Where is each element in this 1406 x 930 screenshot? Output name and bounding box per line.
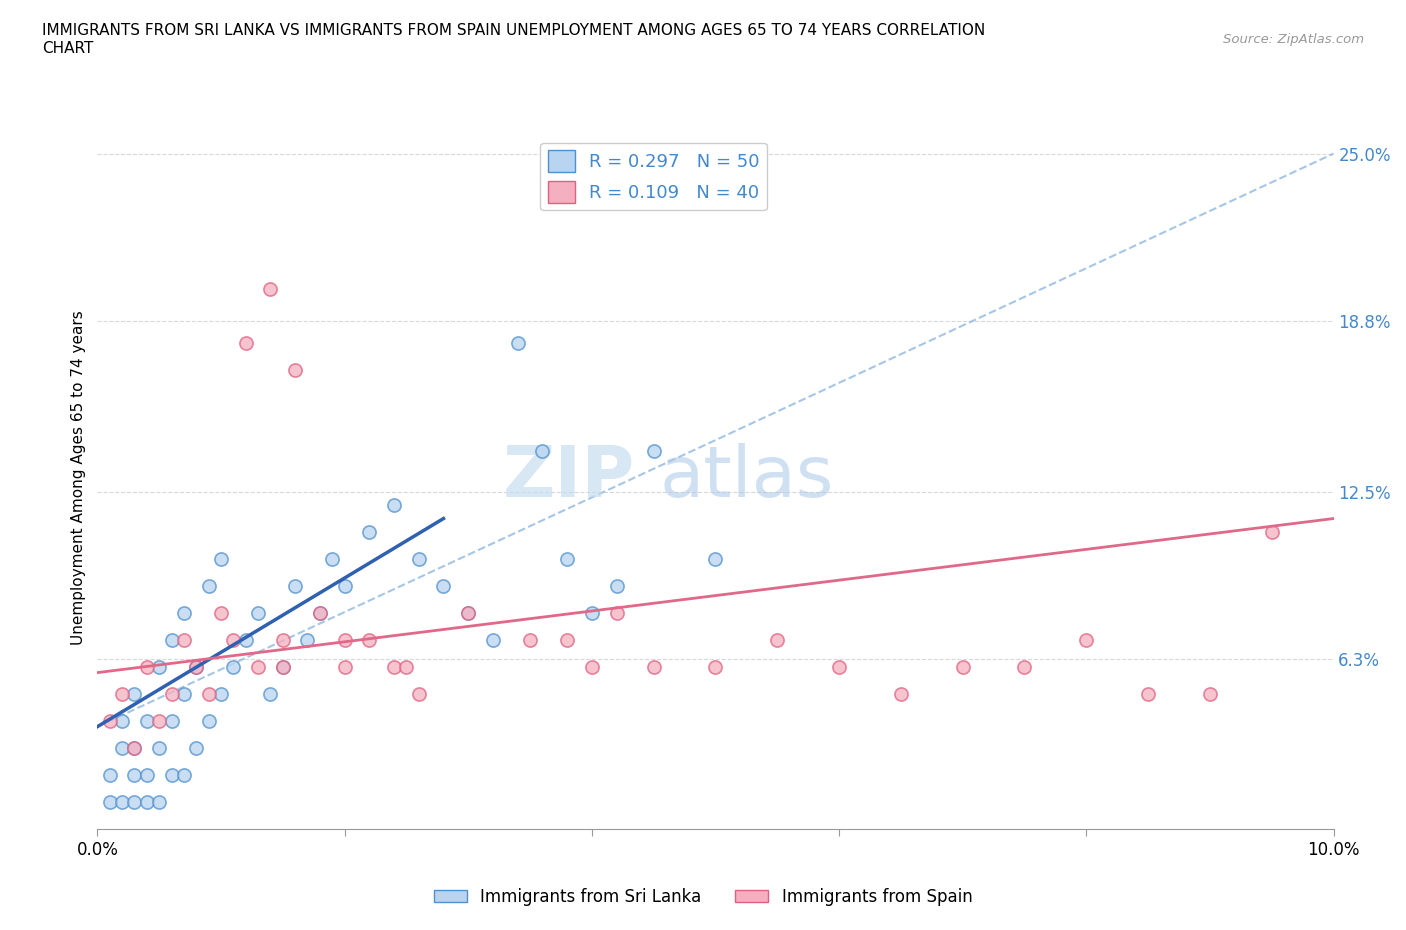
Point [581, 659, 603, 674]
Point [359, 632, 381, 647]
Point [382, 659, 405, 674]
Point [148, 741, 170, 756]
Point [173, 605, 195, 620]
Point [148, 659, 170, 674]
Point [209, 605, 232, 620]
Point [333, 632, 356, 647]
Point [1260, 525, 1282, 539]
Point [247, 605, 270, 620]
Point [395, 659, 418, 674]
Point [222, 659, 245, 674]
Point [259, 282, 281, 297]
Point [148, 795, 170, 810]
Point [408, 686, 430, 701]
Point [271, 659, 294, 674]
Point [235, 336, 257, 351]
Point [124, 741, 146, 756]
Point [148, 714, 170, 729]
Point [98, 768, 121, 783]
Point [135, 659, 157, 674]
Point [271, 632, 294, 647]
Point [173, 768, 195, 783]
Point [235, 632, 257, 647]
Point [160, 714, 183, 729]
Point [284, 363, 307, 378]
Point [333, 659, 356, 674]
Point [581, 605, 603, 620]
Point [197, 578, 219, 593]
Point [173, 632, 195, 647]
Point [98, 795, 121, 810]
Point [457, 605, 479, 620]
Point [606, 578, 628, 593]
Point [186, 659, 208, 674]
Point [111, 714, 134, 729]
Point [704, 551, 727, 566]
Point [197, 686, 219, 701]
Point [111, 686, 134, 701]
Point [124, 686, 146, 701]
Point [482, 632, 505, 647]
Point [197, 714, 219, 729]
Point [359, 525, 381, 539]
Point [173, 686, 195, 701]
Text: atlas: atlas [659, 444, 834, 512]
Point [890, 686, 912, 701]
Point [209, 686, 232, 701]
Point [160, 686, 183, 701]
Point [135, 714, 157, 729]
Point [828, 659, 851, 674]
Point [1199, 686, 1222, 701]
Legend: Immigrants from Sri Lanka, Immigrants from Spain: Immigrants from Sri Lanka, Immigrants fr… [427, 881, 979, 912]
Point [135, 768, 157, 783]
Legend: R = 0.297   N = 50, R = 0.109   N = 40: R = 0.297 N = 50, R = 0.109 N = 40 [540, 142, 766, 210]
Point [297, 632, 319, 647]
Point [382, 498, 405, 512]
Point [321, 551, 343, 566]
Point [704, 659, 727, 674]
Point [124, 768, 146, 783]
Point [643, 659, 665, 674]
Point [506, 336, 529, 351]
Point [124, 741, 146, 756]
Point [408, 551, 430, 566]
Point [111, 741, 134, 756]
Point [308, 605, 330, 620]
Point [519, 632, 541, 647]
Point [160, 768, 183, 783]
Point [531, 444, 554, 458]
Point [766, 632, 789, 647]
Point [284, 578, 307, 593]
Point [111, 795, 134, 810]
Point [186, 741, 208, 756]
Point [606, 605, 628, 620]
Text: IMMIGRANTS FROM SRI LANKA VS IMMIGRANTS FROM SPAIN UNEMPLOYMENT AMONG AGES 65 TO: IMMIGRANTS FROM SRI LANKA VS IMMIGRANTS … [42, 23, 986, 56]
Point [271, 659, 294, 674]
Point [98, 714, 121, 729]
Point [160, 632, 183, 647]
Point [432, 578, 454, 593]
Point [259, 686, 281, 701]
Point [209, 551, 232, 566]
Point [186, 659, 208, 674]
Point [308, 605, 330, 620]
Point [457, 605, 479, 620]
Point [222, 632, 245, 647]
Y-axis label: Unemployment Among Ages 65 to 74 years: Unemployment Among Ages 65 to 74 years [72, 311, 86, 645]
Point [555, 551, 578, 566]
Point [1076, 632, 1098, 647]
Point [643, 444, 665, 458]
Point [333, 578, 356, 593]
Text: Source: ZipAtlas.com: Source: ZipAtlas.com [1223, 33, 1364, 46]
Point [1137, 686, 1160, 701]
Point [952, 659, 974, 674]
Text: ZIP: ZIP [503, 444, 636, 512]
Point [135, 795, 157, 810]
Point [247, 659, 270, 674]
Point [555, 632, 578, 647]
Point [1014, 659, 1036, 674]
Point [124, 795, 146, 810]
